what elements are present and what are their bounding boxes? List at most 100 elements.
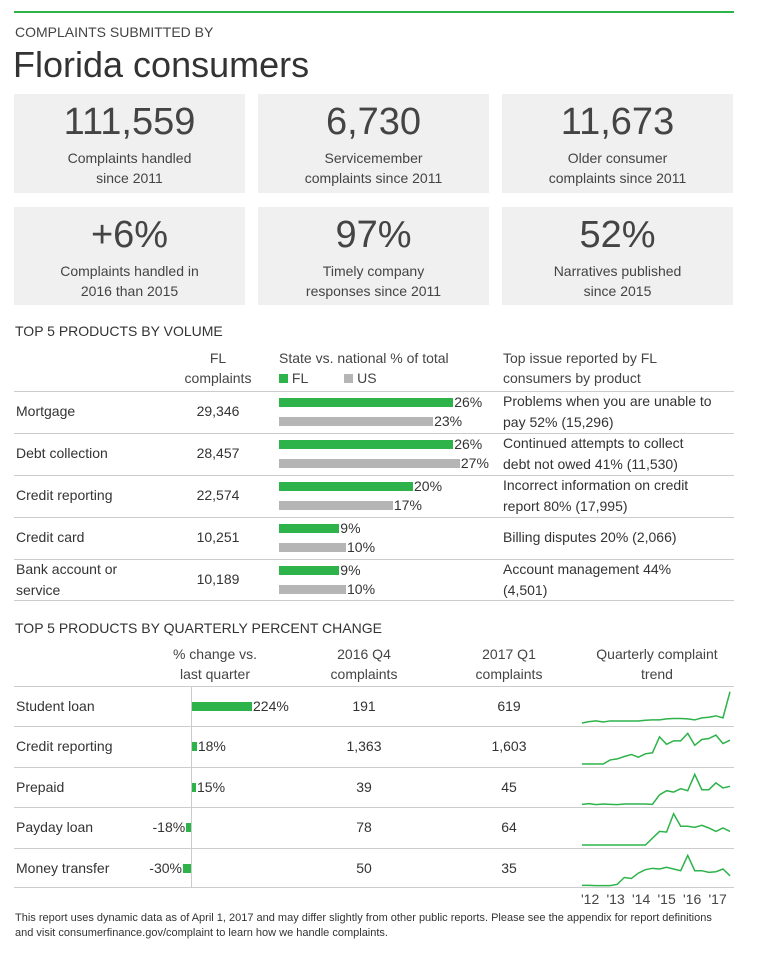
issue-line: Account management 44% [503, 561, 672, 577]
table-row: Prepaid 15% 39 45 [14, 766, 734, 807]
change-label: 224% [253, 698, 289, 714]
col-label: 2017 Q1 [482, 646, 536, 662]
year-tick: '12 [581, 891, 600, 907]
bar-us-label: 23% [434, 413, 463, 429]
stat-label: complaints since 2011 [548, 170, 687, 186]
stat-label: responses since 2011 [305, 283, 442, 299]
stat-label: Older consumer [567, 150, 668, 166]
legend-us: US [357, 370, 377, 386]
col-label: % change vs. [172, 646, 258, 662]
change-label: 18% [197, 738, 226, 755]
issue-line: Billing disputes 20% (2,066) [503, 529, 677, 545]
q1-complaints: 64 [501, 819, 517, 836]
stat-label: complaints since 2011 [304, 170, 443, 186]
table-row: Payday loan -18% 78 64 [14, 807, 734, 847]
fl-complaints: 10,189 [196, 571, 240, 587]
year-tick: '15 [657, 891, 676, 907]
zero-axis [191, 686, 192, 888]
stat-value: +6% [90, 214, 169, 256]
col-label: State vs. national % of total [279, 350, 449, 366]
col-label: FL [209, 350, 227, 366]
col-top-issue: Top issue reported by FL consumers by pro… [503, 348, 657, 388]
change-bar [192, 742, 197, 752]
bar-us [279, 543, 346, 552]
stat-card: 111,559 Complaints handled since 2011 [14, 94, 245, 193]
stat-label: since 2015 [583, 283, 652, 299]
stat-label: Servicemember [324, 150, 423, 166]
product-line: Credit card [16, 529, 85, 545]
stat-card: 6,730 Servicemember complaints since 2011 [258, 94, 489, 193]
bar-fl-label: 9% [340, 562, 361, 578]
q4-complaints: 78 [356, 819, 372, 836]
product-name: Bank account or service [16, 559, 117, 601]
page-title: Florida consumers [13, 44, 310, 85]
stat-label: Complaints handled in [60, 263, 199, 279]
bar-fl [279, 440, 454, 449]
q1-complaints: 1,603 [491, 738, 527, 755]
bar-us-label: 27% [460, 455, 489, 471]
year-tick: '13 [606, 891, 625, 907]
change-bar [192, 782, 197, 792]
sparkline-line [581, 691, 731, 724]
product-line: Mortgage [16, 403, 76, 419]
sparkline [582, 812, 731, 846]
bar-fl-label: 26% [454, 394, 483, 410]
q4-complaints: 50 [356, 859, 372, 876]
col-trend: Quarterly complaint trend [580, 644, 734, 684]
table-row: Bank account or service 10,189 9% 10% Account… [14, 559, 734, 601]
issue-line: pay 52% (15,296) [503, 414, 614, 430]
col-label: Top issue reported by FL [503, 350, 658, 366]
legend-fl-swatch [279, 374, 288, 383]
q4-complaints: 191 [352, 698, 376, 714]
fl-complaints: 29,346 [196, 403, 240, 419]
table-row: Credit card 10,251 9% 10% Billing disputes 2… [14, 517, 734, 559]
stat-card: 52% Narratives published since 2015 [502, 207, 733, 305]
col-fl-complaints: FL complaints [160, 348, 276, 388]
stat-card: +6% Complaints handled in 2016 than 2015 [14, 207, 245, 305]
col-label: Quarterly complaint [596, 646, 718, 662]
bar-us [279, 459, 460, 468]
q4-complaints: 1,363 [346, 738, 382, 755]
product-name: Money transfer [16, 859, 110, 876]
q1-complaints: 35 [501, 859, 517, 876]
section-title-volume: TOP 5 PRODUCTS BY VOLUME [15, 323, 223, 339]
issue-line: report 80% (17,995) [503, 498, 628, 514]
stat-label: Narratives published [553, 263, 682, 279]
stat-value: 52% [579, 214, 656, 256]
bar-us-label: 17% [393, 497, 422, 513]
stat-value: 111,559 [63, 101, 196, 143]
stat-label: since 2011 [96, 170, 163, 186]
q1-complaints: 619 [497, 698, 521, 714]
stat-label: Timely company [322, 263, 425, 279]
col-2016q4: 2016 Q4 complaints [304, 644, 424, 684]
bar-fl [279, 482, 413, 491]
top-issue: Incorrect information on credit report 80… [503, 475, 688, 517]
table-row: Credit reporting 22,574 20% 17% Incorrect in… [14, 475, 734, 517]
change-bar [186, 823, 191, 833]
product-name: Student loan [16, 698, 95, 714]
bar-us [279, 585, 346, 594]
sparkline [581, 691, 731, 724]
section-title-change: TOP 5 PRODUCTS BY QUARTERLY PERCENT CHAN… [15, 620, 382, 636]
bar-fl-label: 9% [340, 520, 361, 536]
col-state-vs-national: State vs. national % of total FL US [279, 348, 449, 388]
top-issue: Billing disputes 20% (2,066) [503, 527, 677, 548]
bar-us [279, 417, 434, 426]
col-change: % change vs. last quarter [150, 644, 280, 684]
stat-label: 2016 than 2015 [80, 283, 179, 299]
change-bar [192, 702, 252, 711]
year-tick: '14 [632, 891, 651, 907]
legend-fl: FL [291, 370, 309, 386]
bar-us-label: 10% [347, 581, 376, 597]
col-label: complaints [184, 370, 252, 386]
legend-us-swatch [344, 374, 354, 383]
stat-value: 97% [335, 214, 412, 256]
bar-us-label: 10% [347, 539, 376, 555]
top-issue: Problems when you are unable to pay 52% (… [503, 391, 712, 433]
product-line: Credit reporting [16, 487, 113, 503]
stat-card: 11,673 Older consumer complaints since 201… [502, 94, 733, 193]
product-name: Mortgage [16, 401, 75, 422]
top-rule [14, 11, 734, 13]
product-name: Payday loan [16, 819, 94, 836]
top-issue: Continued attempts to collect debt not ow… [503, 433, 684, 475]
